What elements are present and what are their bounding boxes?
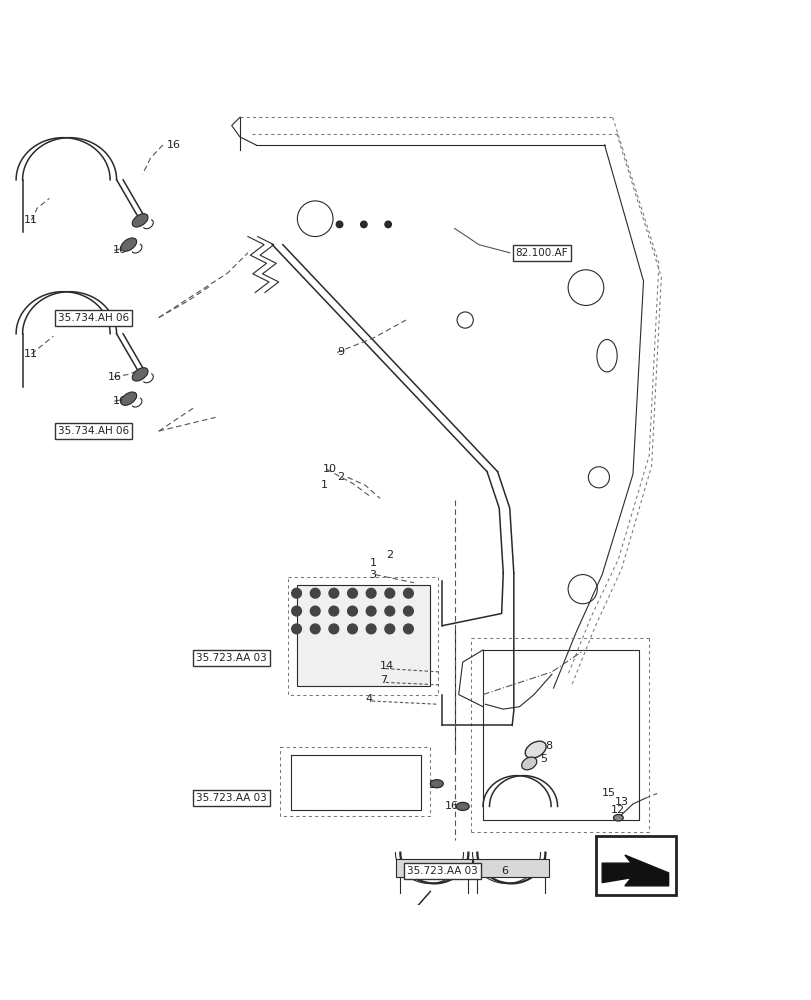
Text: 7: 7 xyxy=(380,675,387,685)
Text: 1: 1 xyxy=(369,558,376,568)
Ellipse shape xyxy=(121,392,136,405)
Circle shape xyxy=(360,221,367,228)
Text: 3: 3 xyxy=(369,570,376,580)
Ellipse shape xyxy=(430,780,443,788)
Text: 4: 4 xyxy=(365,694,372,704)
Text: 12: 12 xyxy=(611,805,624,815)
Text: 13: 13 xyxy=(615,797,629,807)
Text: 16: 16 xyxy=(113,245,127,255)
Text: 6: 6 xyxy=(501,866,508,876)
Circle shape xyxy=(328,606,338,616)
Text: 35.734.AH 06: 35.734.AH 06 xyxy=(58,313,129,323)
Ellipse shape xyxy=(132,214,148,227)
Text: 2: 2 xyxy=(337,472,344,482)
Text: 35.723.AA 03: 35.723.AA 03 xyxy=(196,653,267,663)
Text: 8: 8 xyxy=(545,741,551,751)
Circle shape xyxy=(347,588,357,598)
Text: 15: 15 xyxy=(602,788,616,798)
Text: 82.100.AF: 82.100.AF xyxy=(515,248,568,258)
Circle shape xyxy=(336,221,342,228)
Text: 2: 2 xyxy=(385,550,393,560)
Ellipse shape xyxy=(525,741,546,758)
Text: 16: 16 xyxy=(428,780,442,790)
Circle shape xyxy=(310,606,320,616)
Circle shape xyxy=(403,588,413,598)
Ellipse shape xyxy=(132,368,148,381)
Circle shape xyxy=(384,624,394,634)
Ellipse shape xyxy=(121,238,136,251)
Circle shape xyxy=(328,624,338,634)
Ellipse shape xyxy=(456,802,469,810)
Text: 16: 16 xyxy=(113,396,127,406)
Circle shape xyxy=(310,624,320,634)
Circle shape xyxy=(384,221,391,228)
Text: 9: 9 xyxy=(337,347,344,357)
Bar xyxy=(396,859,472,877)
Circle shape xyxy=(384,606,394,616)
Text: 16: 16 xyxy=(108,372,122,382)
Circle shape xyxy=(291,606,301,616)
Circle shape xyxy=(384,588,394,598)
Text: 11: 11 xyxy=(24,349,37,359)
Circle shape xyxy=(310,588,320,598)
Text: 35.723.AA 03: 35.723.AA 03 xyxy=(406,866,477,876)
Bar xyxy=(296,585,430,686)
Text: 1: 1 xyxy=(320,480,328,490)
Circle shape xyxy=(291,588,301,598)
Polygon shape xyxy=(602,855,667,886)
Ellipse shape xyxy=(521,757,536,770)
Text: 5: 5 xyxy=(539,754,546,764)
Bar xyxy=(596,836,675,895)
Circle shape xyxy=(403,606,413,616)
Bar xyxy=(473,859,549,877)
Text: 16: 16 xyxy=(167,140,181,150)
Text: 16: 16 xyxy=(444,801,458,811)
Circle shape xyxy=(366,624,375,634)
Circle shape xyxy=(347,606,357,616)
Text: 35.734.AH 06: 35.734.AH 06 xyxy=(58,426,129,436)
Circle shape xyxy=(291,624,301,634)
Text: 11: 11 xyxy=(24,215,37,225)
Circle shape xyxy=(347,624,357,634)
Circle shape xyxy=(328,588,338,598)
Text: 14: 14 xyxy=(380,661,393,671)
Circle shape xyxy=(366,606,375,616)
Circle shape xyxy=(403,624,413,634)
Text: 10: 10 xyxy=(323,464,337,474)
Text: 35.723.AA 03: 35.723.AA 03 xyxy=(196,793,267,803)
Circle shape xyxy=(366,588,375,598)
Ellipse shape xyxy=(613,815,623,821)
